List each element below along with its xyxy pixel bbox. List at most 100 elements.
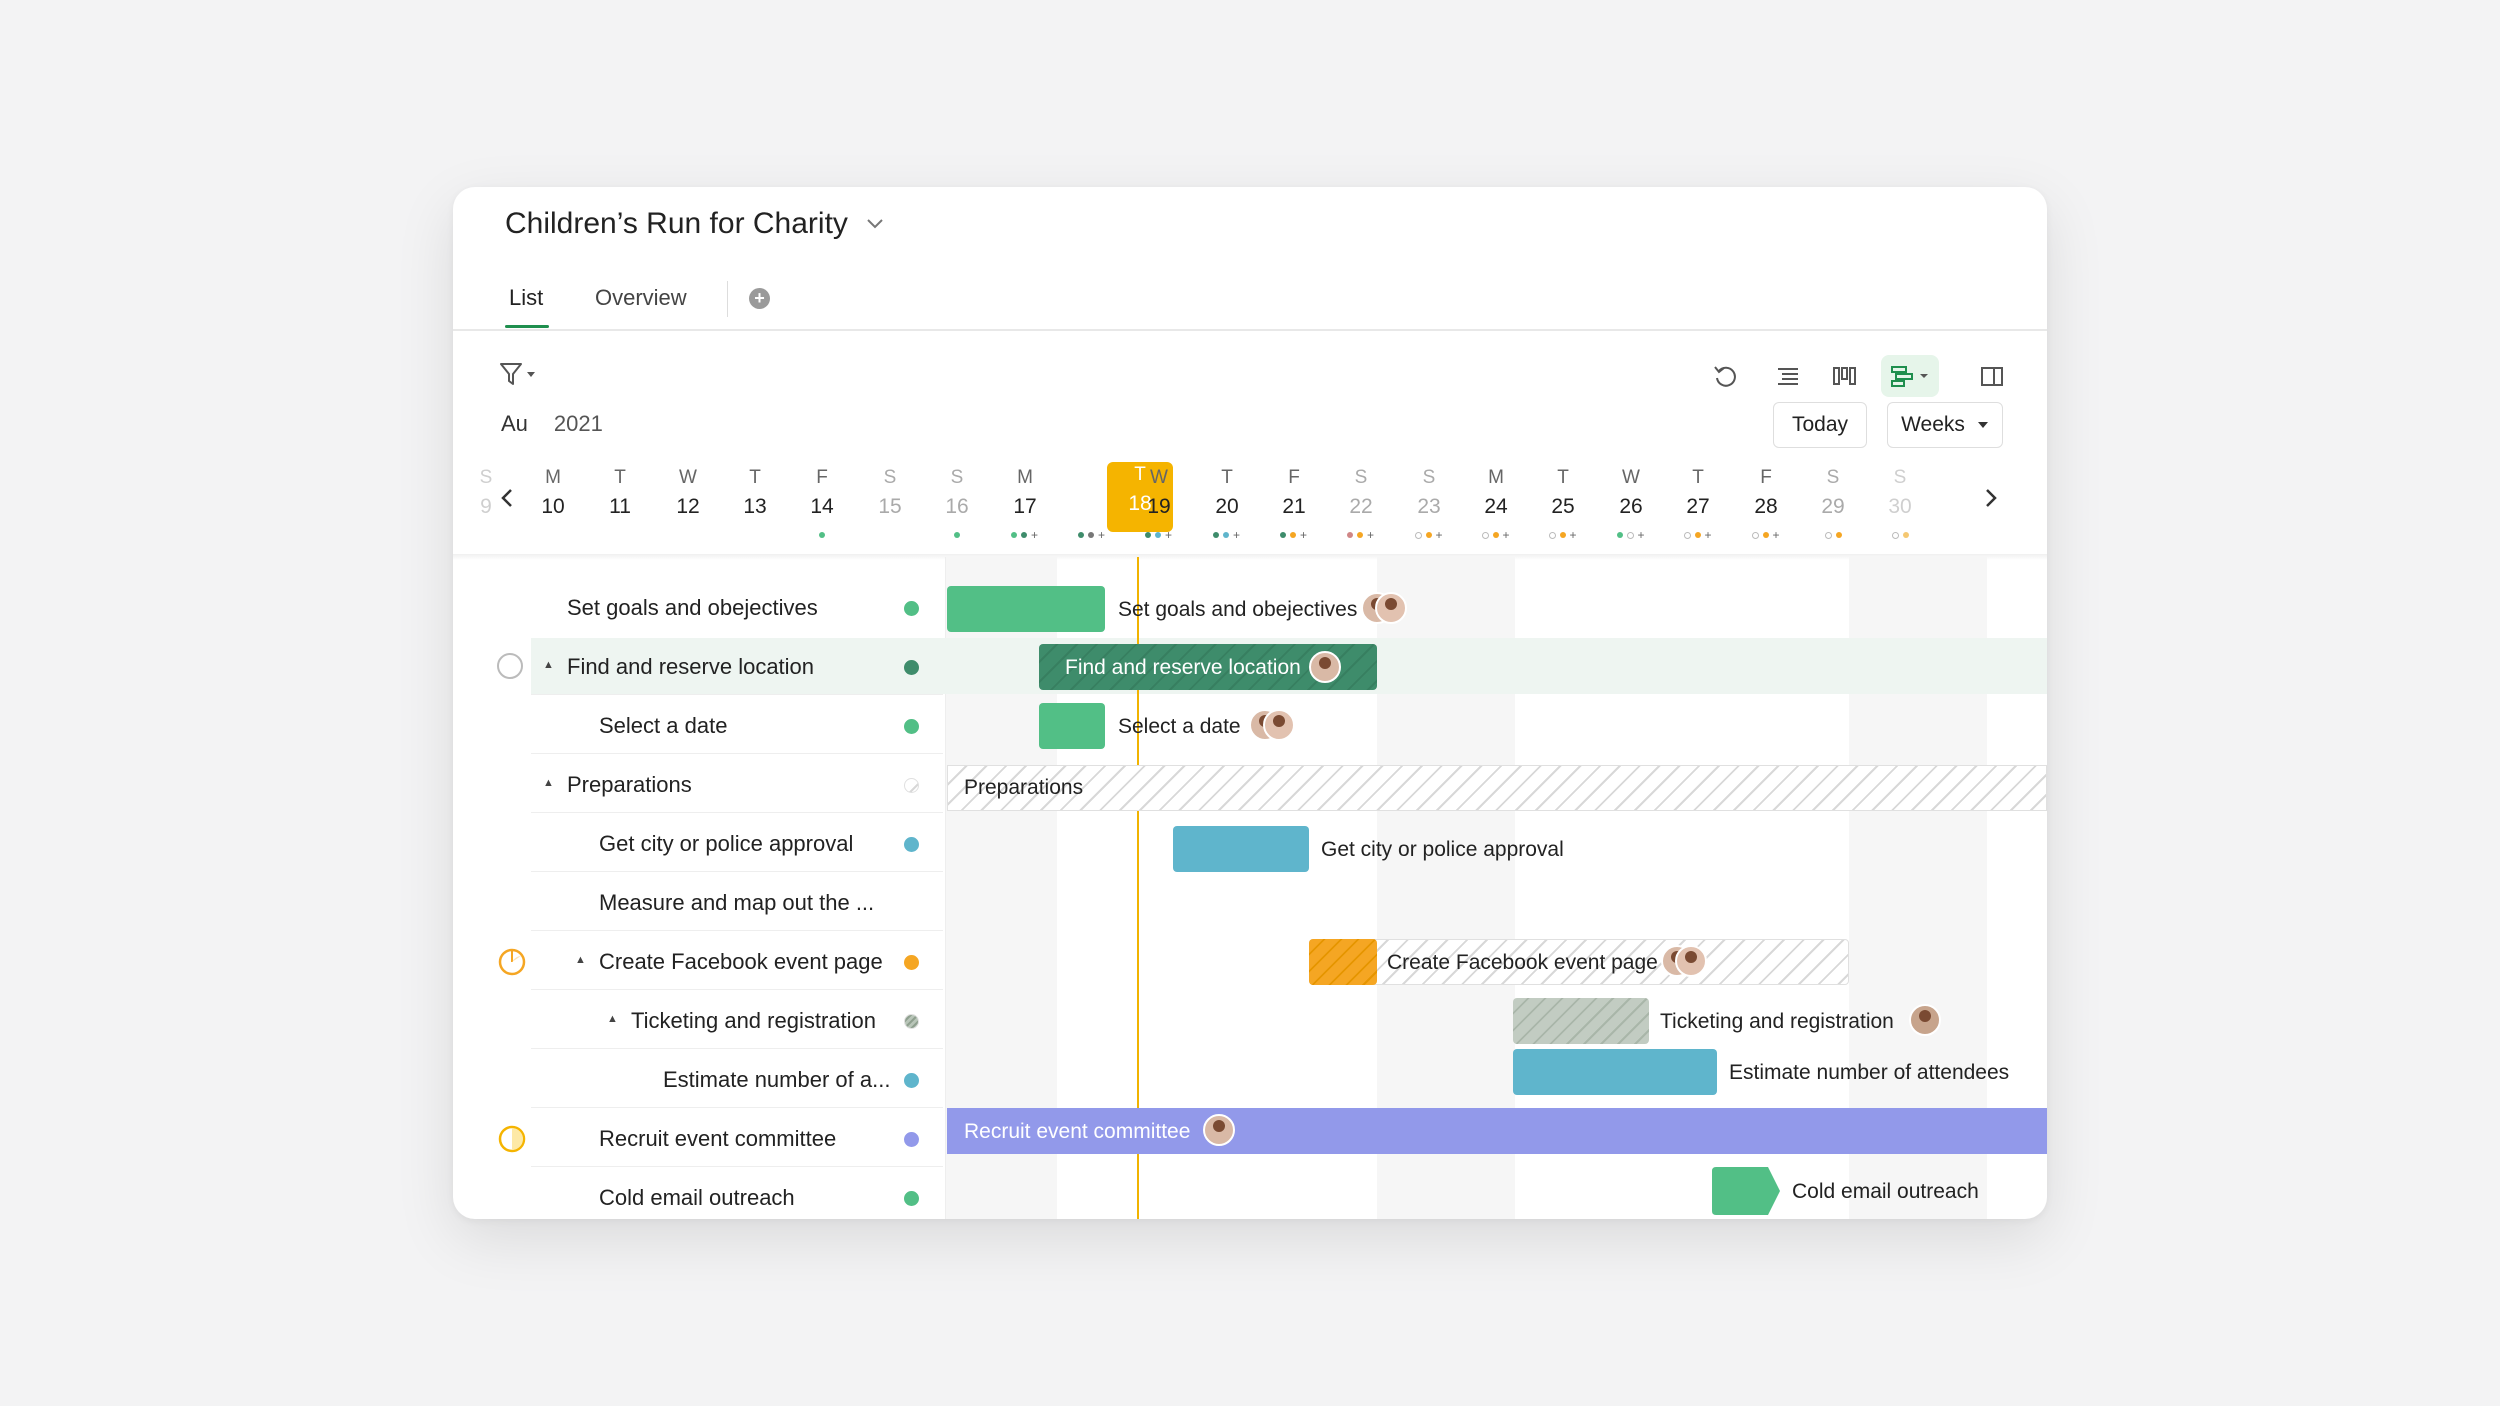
month-label: Au [501, 411, 528, 436]
gantt-bar-label: Get city or police approval [1321, 838, 1564, 861]
progress-ring[interactable] [497, 1124, 527, 1159]
tab-list[interactable]: List [509, 285, 544, 310]
project-card: Children’s Run for Charity List Overview… [453, 187, 2047, 1219]
day-header[interactable]: M 24 [1484, 467, 1508, 518]
day-header[interactable]: M 17 [1013, 467, 1037, 518]
gantt-bar-label: Recruit event committee [964, 1120, 1191, 1143]
day-header[interactable]: T 25 [1551, 467, 1575, 518]
collapse-triangle-icon[interactable]: ▲ [543, 777, 554, 789]
day-indicators: + [1396, 529, 1462, 541]
chevron-down-icon[interactable] [866, 218, 884, 230]
day-header[interactable]: W 19 [1147, 467, 1171, 518]
board-view-button[interactable] [1823, 355, 1865, 397]
today-marker-line [1137, 557, 1139, 1219]
collapse-triangle-icon[interactable]: ▲ [575, 954, 586, 966]
day-header[interactable]: T 27 [1686, 467, 1710, 518]
gantt-bar[interactable] [947, 586, 1105, 632]
task-panel-divider [945, 557, 946, 1219]
status-dot[interactable] [904, 1073, 919, 1088]
day-indicators: + [1261, 529, 1327, 541]
day-header[interactable]: T 13 [743, 467, 767, 518]
day-header[interactable]: F 14 [810, 467, 834, 518]
filter-icon [500, 363, 535, 385]
day-header[interactable]: W 12 [676, 467, 700, 518]
task-name[interactable]: Create Facebook event page [599, 949, 883, 974]
assignee-avatar[interactable] [1675, 945, 1707, 977]
gantt-bar[interactable] [1712, 1167, 1782, 1219]
task-name[interactable]: Find and reserve location [567, 654, 815, 679]
timeline-next-button[interactable] [1983, 485, 1999, 517]
status-dot[interactable] [904, 1014, 919, 1029]
task-name[interactable]: Recruit event committee [599, 1126, 837, 1151]
day-header[interactable]: S 15 [878, 467, 902, 518]
task-name[interactable]: Preparations [567, 772, 692, 797]
task-name[interactable]: Set goals and obejectives [567, 595, 818, 620]
gantt-bar[interactable] [947, 1108, 2047, 1154]
timeline-prev-button[interactable] [499, 485, 515, 517]
day-header[interactable]: T 20 [1215, 467, 1239, 518]
status-dot[interactable] [904, 778, 919, 793]
day-header[interactable]: S 30 [1888, 467, 1912, 518]
undo-button[interactable] [1705, 355, 1747, 397]
status-dot[interactable] [904, 1132, 919, 1147]
gantt-group-bar[interactable] [947, 765, 2047, 811]
status-dot[interactable] [904, 1191, 919, 1206]
day-header[interactable]: S 22 [1349, 467, 1373, 518]
day-header[interactable]: M 10 [541, 467, 565, 518]
progress-ring[interactable] [497, 947, 527, 982]
gantt-bar-label: Preparations [964, 776, 1084, 799]
gantt-icon [1891, 366, 1928, 387]
day-header[interactable]: T 11 [609, 467, 631, 518]
tab-overview[interactable]: Overview [595, 285, 687, 310]
collapse-triangle-icon[interactable]: ▲ [607, 1013, 618, 1025]
project-title-row[interactable]: Children’s Run for Charity [505, 207, 884, 241]
day-header[interactable]: F 21 [1282, 467, 1306, 518]
filter-button[interactable] [497, 359, 541, 394]
gantt-bar[interactable] [1513, 1049, 1717, 1095]
assignee-avatar[interactable] [1909, 1004, 1941, 1036]
gantt-bar-label: Cold email outreach [1792, 1180, 1979, 1203]
assignee-avatar[interactable] [1203, 1114, 1235, 1146]
day-header[interactable]: W 26 [1619, 467, 1643, 518]
status-dot[interactable] [904, 719, 919, 734]
task-name[interactable]: Cold email outreach [599, 1185, 795, 1210]
assignee-avatar[interactable] [1263, 709, 1295, 741]
status-dot[interactable] [904, 601, 919, 616]
gantt-bar-range[interactable] [1309, 939, 1849, 985]
tab-divider [727, 281, 728, 317]
collapse-triangle-icon[interactable]: ▲ [543, 659, 554, 671]
today-button[interactable]: Today [1773, 402, 1867, 448]
weeks-dropdown[interactable]: Weeks [1887, 402, 2003, 448]
list-view-button[interactable] [1767, 355, 1809, 397]
task-name[interactable]: Ticketing and registration [631, 1008, 876, 1033]
task-name[interactable]: Get city or police approval [599, 831, 854, 856]
task-name[interactable]: Measure and map out the ... [599, 890, 875, 915]
day-header[interactable]: S 29 [1821, 467, 1845, 518]
gantt-bar[interactable] [1309, 939, 1377, 985]
day-header-today[interactable]: T 18 [1107, 462, 1173, 532]
task-name[interactable]: Select a date [599, 713, 728, 738]
caret-down-icon [1977, 422, 1988, 428]
assignee-avatar[interactable] [1375, 592, 1407, 624]
day-indicators [924, 529, 990, 541]
status-dot[interactable] [904, 660, 919, 675]
day-indicators: + [992, 529, 1058, 541]
progress-ring-icon [498, 1125, 526, 1153]
complete-task-checkbox[interactable] [497, 653, 523, 679]
status-dot[interactable] [904, 837, 919, 852]
gantt-view-button[interactable] [1881, 355, 1939, 397]
task-name[interactable]: Estimate number of a... [663, 1067, 891, 1092]
gantt-bar[interactable] [1039, 703, 1105, 749]
day-header[interactable]: F 28 [1754, 467, 1778, 518]
side-panel-button[interactable] [1971, 355, 2013, 397]
day-header[interactable]: S 23 [1417, 467, 1441, 518]
gantt-bar[interactable] [1173, 826, 1309, 872]
add-tab-icon[interactable]: + [749, 288, 770, 309]
assignee-avatar[interactable] [1309, 651, 1341, 683]
status-dot[interactable] [904, 955, 919, 970]
year-label: 2021 [553, 411, 603, 436]
day-header[interactable]: S 16 [945, 467, 969, 518]
gantt-bar-label: Find and reserve location [1065, 656, 1301, 679]
gantt-bar[interactable] [1513, 998, 1649, 1044]
